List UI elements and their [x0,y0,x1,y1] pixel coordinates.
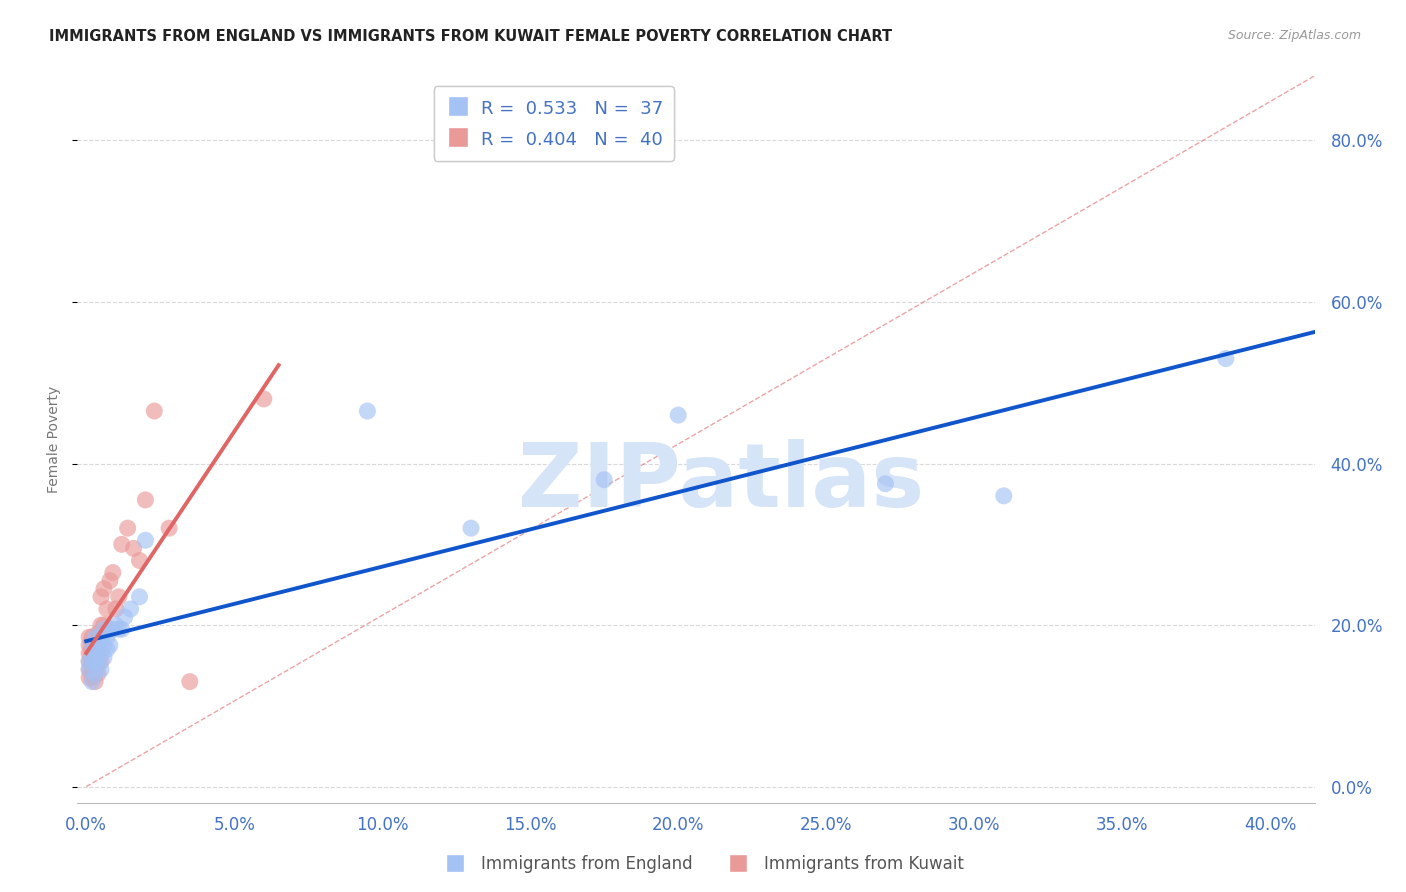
Point [82,638,104,652]
Point [84,666,107,681]
Point [666,408,689,422]
Point [93,650,115,665]
Point [104,602,127,616]
Point [179,674,201,689]
Point [90,646,112,660]
Point [77,663,100,677]
Point [98,574,121,588]
Point [90,618,112,632]
Point [90,663,112,677]
Point [77,655,100,669]
Point [77,630,100,644]
Point [87,655,110,669]
Point [93,582,115,596]
Point [90,590,112,604]
Point [98,638,121,652]
Point [84,642,107,657]
Point [93,638,115,652]
Point [114,610,136,624]
Point [104,618,127,632]
Point [122,541,145,556]
Point [128,553,150,567]
Point [98,622,121,636]
Point [77,663,100,677]
Point [84,655,107,669]
Point [87,626,110,640]
Point [107,622,129,636]
Point [84,655,107,669]
Point [87,666,110,681]
Point [111,537,134,551]
Point [82,630,104,644]
Point [117,521,139,535]
Point [460,521,482,535]
Y-axis label: Female Poverty: Female Poverty [48,385,62,493]
Point [993,489,1015,503]
Point [157,521,180,535]
Point [87,638,110,652]
Point [82,671,104,685]
Point [128,590,150,604]
Point [84,630,107,644]
Point [93,618,115,632]
Point [82,674,104,689]
Point [82,663,104,677]
Point [253,392,276,406]
Point [82,655,104,669]
Point [134,533,156,548]
Text: ZIPatlas: ZIPatlas [517,440,924,526]
Point [77,646,100,660]
Point [111,622,134,636]
Point [101,566,124,580]
Point [96,602,118,616]
Point [84,638,107,652]
Point [107,590,129,604]
Point [84,646,107,660]
Point [77,638,100,652]
Point [82,650,104,665]
Legend: Immigrants from England, Immigrants from Kuwait: Immigrants from England, Immigrants from… [436,848,970,880]
Point [101,622,124,636]
Point [134,492,156,507]
Point [77,671,100,685]
Point [87,650,110,665]
Point [875,476,897,491]
Point [90,655,112,669]
Point [84,674,107,689]
Point [593,473,616,487]
Point [84,663,107,677]
Text: Source: ZipAtlas.com: Source: ZipAtlas.com [1227,29,1361,42]
Point [143,404,166,418]
Point [96,630,118,644]
Point [93,622,115,636]
Point [1215,351,1237,366]
Point [82,646,104,660]
Point [87,646,110,660]
Point [90,630,112,644]
Point [82,638,104,652]
Point [96,642,118,657]
Point [77,655,100,669]
Point [356,404,378,418]
Legend: R =  0.533   N =  37, R =  0.404   N =  40: R = 0.533 N = 37, R = 0.404 N = 40 [433,87,673,161]
Point [87,658,110,673]
Point [120,602,142,616]
Text: IMMIGRANTS FROM ENGLAND VS IMMIGRANTS FROM KUWAIT FEMALE POVERTY CORRELATION CHA: IMMIGRANTS FROM ENGLAND VS IMMIGRANTS FR… [49,29,893,44]
